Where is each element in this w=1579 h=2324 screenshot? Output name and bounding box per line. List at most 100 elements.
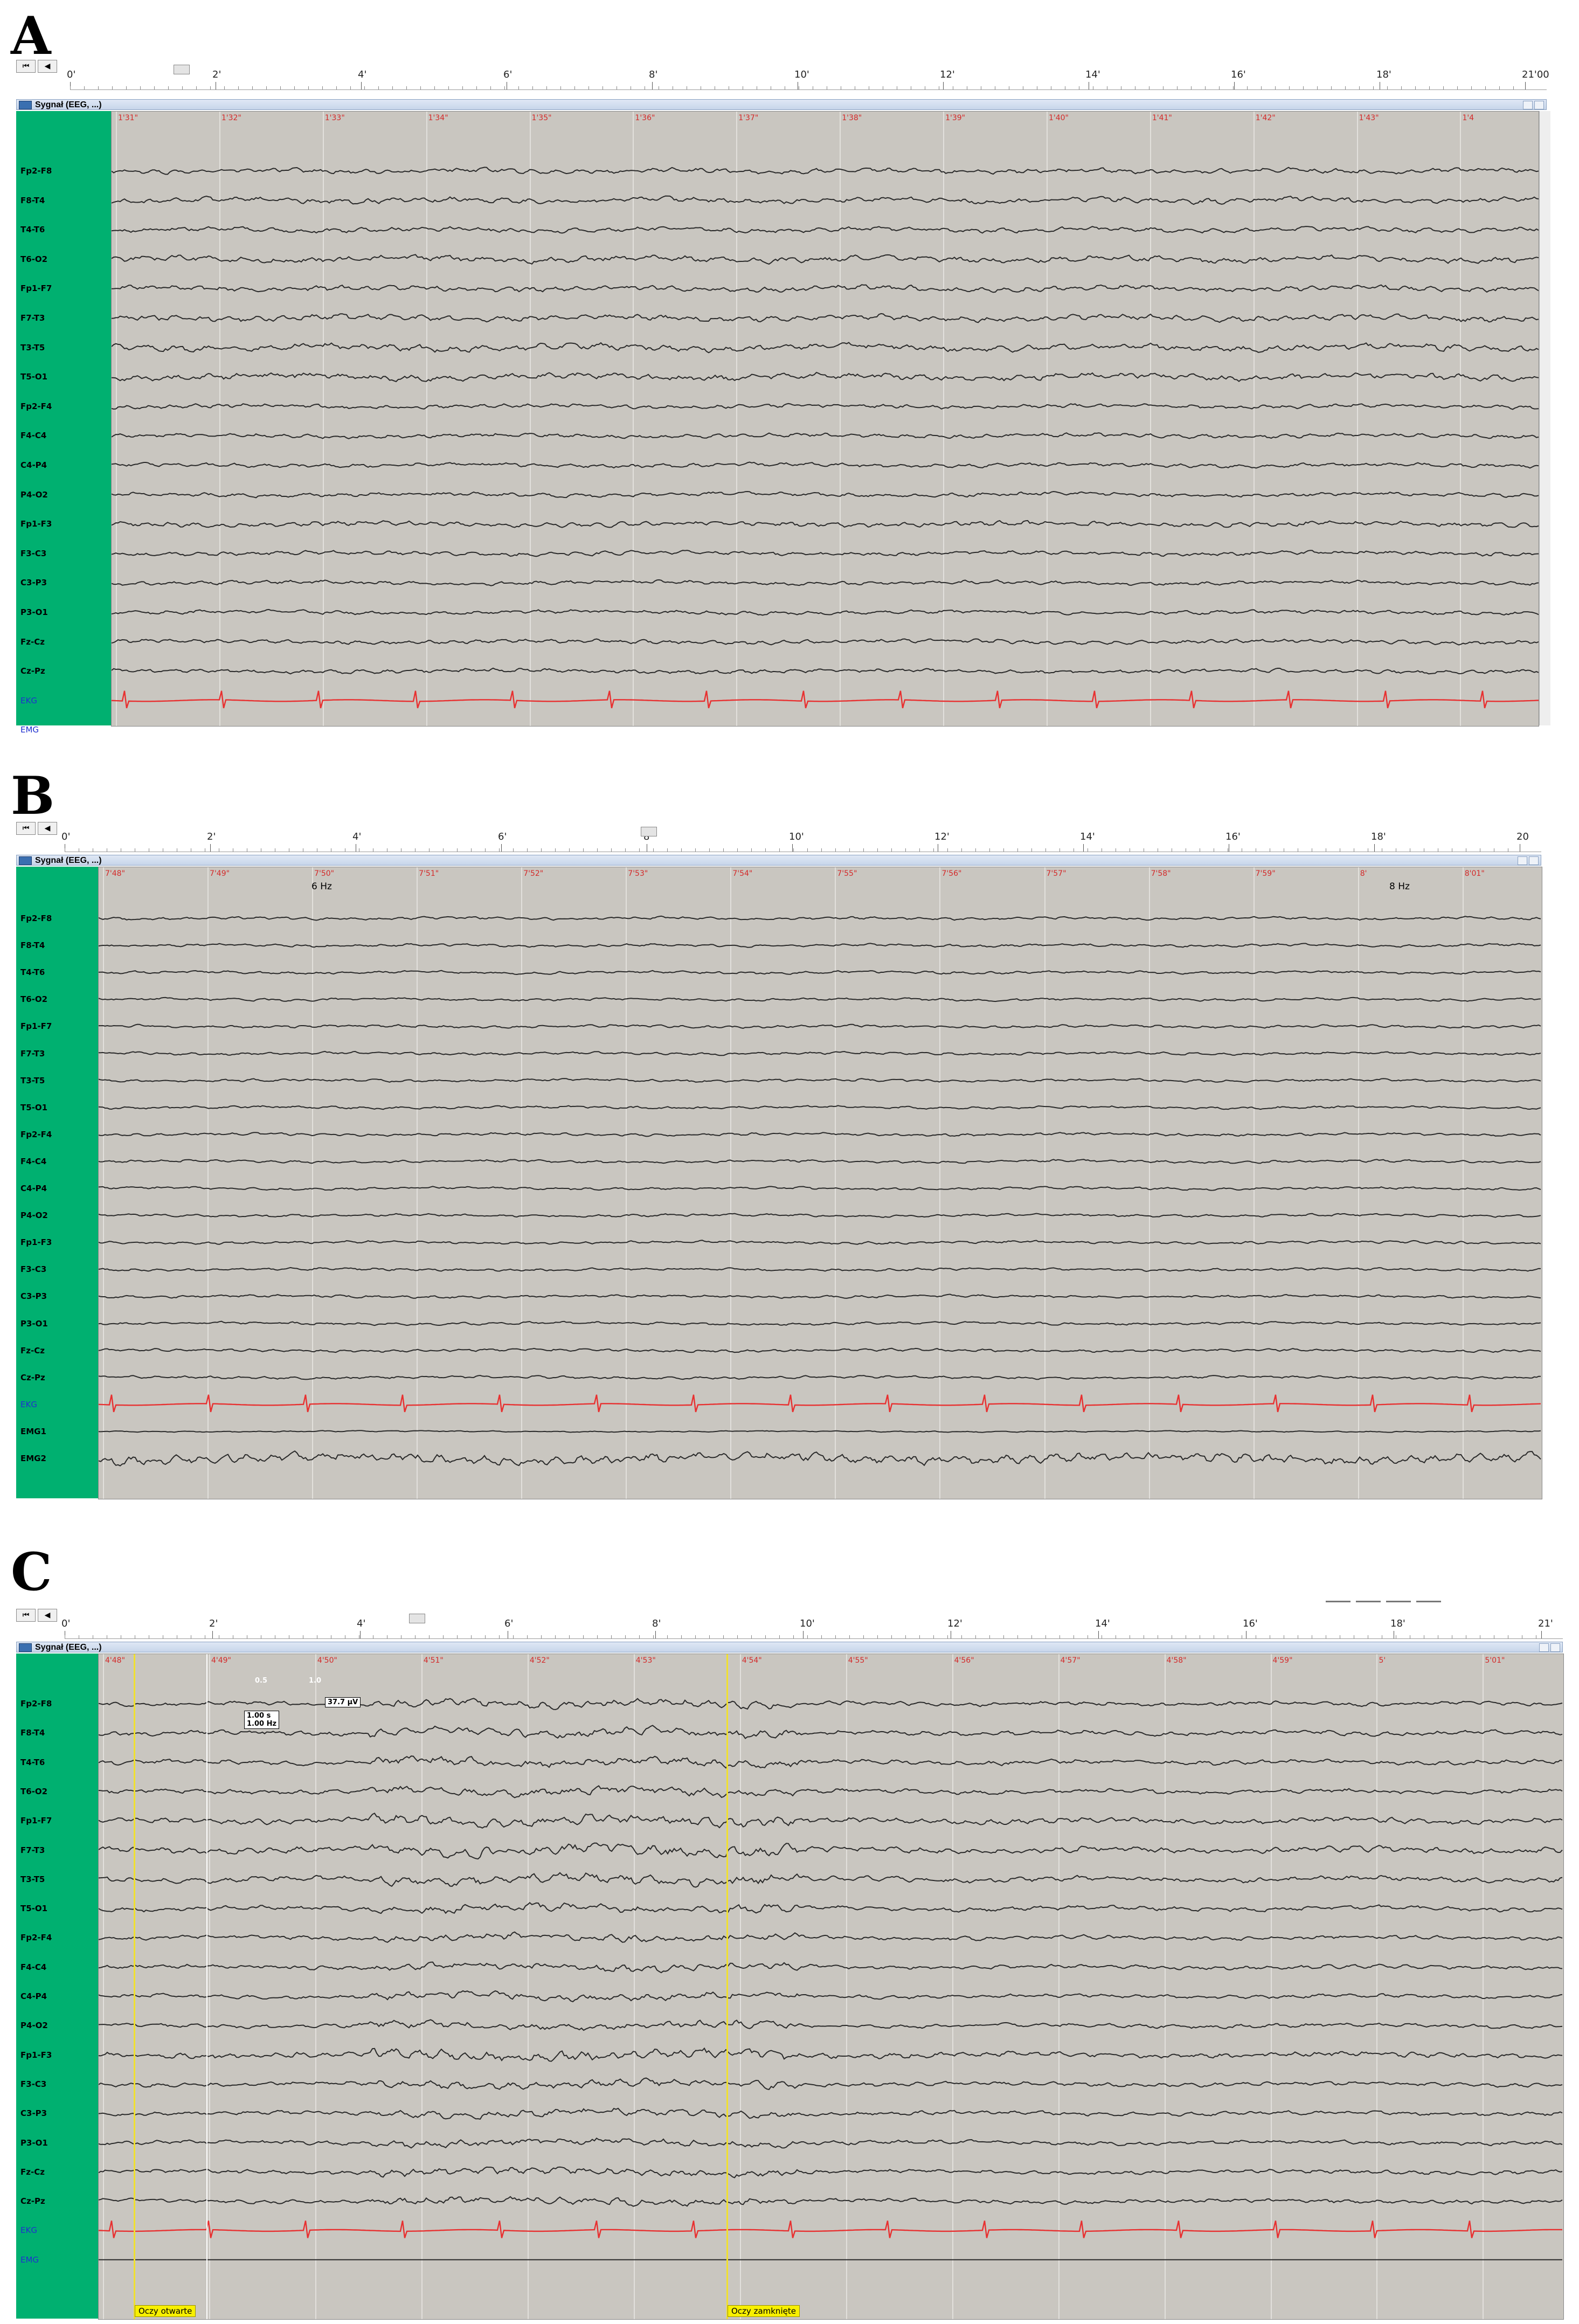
channel-label[interactable]: EKG xyxy=(20,2225,37,2236)
channel-label[interactable]: C4-P4 xyxy=(20,1991,47,2001)
measurement-cursor[interactable] xyxy=(206,1654,207,2319)
channel-label[interactable]: EMG xyxy=(20,2254,39,2265)
channel-label[interactable]: F3-C3 xyxy=(20,1264,47,1275)
channel-label[interactable]: EMG2 xyxy=(20,1454,46,1463)
channel-label[interactable]: Cz-Pz xyxy=(20,2196,45,2207)
ruler-minor-tick xyxy=(168,86,169,89)
channel-label[interactable]: EMG1 xyxy=(20,1426,46,1436)
event-marker-label[interactable]: Oczy otwarte xyxy=(135,2305,196,2317)
channel-label[interactable]: F8-T4 xyxy=(20,1728,45,1738)
channel-label[interactable]: Fp2-F4 xyxy=(20,401,52,411)
channel-label[interactable]: T3-T5 xyxy=(20,342,45,352)
channel-label[interactable]: F7-T3 xyxy=(20,313,45,323)
close-button[interactable] xyxy=(1529,856,1539,865)
minimize-button[interactable] xyxy=(1539,1643,1549,1652)
channel-trace xyxy=(99,1374,1541,1380)
channel-label[interactable]: F3-C3 xyxy=(20,2079,47,2089)
vertical-scrollbar[interactable] xyxy=(1539,111,1550,725)
channel-label[interactable]: F4-C4 xyxy=(20,431,47,441)
channel-label[interactable]: T3-T5 xyxy=(20,1874,45,1884)
eeg-trace-area[interactable]: 4'48" 4'49" 4'50" 4'51" 4'52" 4'53" 4'54" 4'55"… xyxy=(98,1654,1564,2320)
position-slider-thumb[interactable] xyxy=(173,65,190,74)
channel-label[interactable]: P4-O2 xyxy=(20,2021,48,2031)
ruler-label: 10' xyxy=(800,1618,815,1629)
channel-label[interactable]: T6-O2 xyxy=(20,994,48,1005)
channel-label[interactable]: T5-O1 xyxy=(20,1102,48,1112)
channel-label[interactable]: Fz-Cz xyxy=(20,2167,45,2177)
channel-label[interactable]: C4-P4 xyxy=(20,1184,47,1193)
overview-ruler[interactable]: 0' 2' 4' 6' 8' 10' 12' 14' 16' 18' 21' xyxy=(61,1614,1563,1639)
channel-label[interactable]: F4-C4 xyxy=(20,1156,47,1166)
channel-trace xyxy=(99,1050,1541,1056)
channel-label[interactable]: C3-P3 xyxy=(20,1291,47,1302)
position-slider-thumb[interactable] xyxy=(409,1614,426,1623)
ruler-minor-tick xyxy=(266,86,267,89)
channel-label[interactable]: T4-T6 xyxy=(20,1757,45,1767)
channel-label[interactable]: F8-T4 xyxy=(20,940,45,951)
channel-label[interactable]: EKG xyxy=(20,695,37,706)
channel-label[interactable]: C4-P4 xyxy=(20,460,47,470)
event-marker-line[interactable] xyxy=(134,1654,135,2319)
channel-label[interactable]: T6-O2 xyxy=(20,1786,48,1796)
channel-label[interactable]: Fp2-F8 xyxy=(20,166,52,176)
channel-label[interactable]: C3-P3 xyxy=(20,578,47,588)
channel-label[interactable]: Cz-Pz xyxy=(20,666,45,676)
channel-label[interactable]: EMG xyxy=(20,725,39,735)
channel-label[interactable]: Fp2-F8 xyxy=(20,1699,52,1709)
channel-label[interactable]: T5-O1 xyxy=(20,1904,48,1914)
ruler-minor-tick xyxy=(499,848,500,852)
position-slider-thumb[interactable] xyxy=(640,827,657,836)
ruler-minor-tick xyxy=(905,1635,906,1638)
rewind-start-button[interactable]: ⏮ xyxy=(16,822,36,835)
close-button[interactable] xyxy=(1534,101,1544,109)
channel-label[interactable]: Fp2-F8 xyxy=(20,914,52,923)
channel-label[interactable]: F7-T3 xyxy=(20,1845,45,1855)
channel-label[interactable]: C3-P3 xyxy=(20,2108,47,2119)
step-back-button[interactable]: ◀ xyxy=(38,1609,57,1622)
second-gridline xyxy=(939,867,941,1499)
channel-label[interactable]: Fp1-F3 xyxy=(20,2050,52,2060)
close-button[interactable] xyxy=(1550,1643,1560,1652)
channel-label[interactable]: P3-O1 xyxy=(20,1318,48,1329)
rewind-start-button[interactable]: ⏮ xyxy=(16,60,36,73)
channel-label[interactable]: T3-T5 xyxy=(20,1075,45,1085)
minimize-button[interactable] xyxy=(1518,856,1527,865)
channel-label[interactable]: EKG xyxy=(20,1399,37,1409)
channel-label[interactable]: Fp1-F7 xyxy=(20,283,52,294)
frequency-ruler-label: 8 Hz xyxy=(1389,881,1410,892)
channel-label[interactable]: F7-T3 xyxy=(20,1048,45,1059)
step-back-button[interactable]: ◀ xyxy=(38,822,57,835)
channel-label[interactable]: Fp2-F4 xyxy=(20,1933,52,1943)
channel-label[interactable]: T4-T6 xyxy=(20,967,45,978)
channel-label[interactable]: Fz-Cz xyxy=(20,637,45,647)
channel-label[interactable]: Fp1-F3 xyxy=(20,1237,52,1248)
channel-label[interactable]: Fp1-F7 xyxy=(20,1816,52,1826)
channel-label[interactable]: F4-C4 xyxy=(20,1962,47,1972)
step-back-button[interactable]: ◀ xyxy=(38,60,57,73)
channel-label[interactable]: Fp1-F3 xyxy=(20,519,52,529)
rewind-start-button[interactable]: ⏮ xyxy=(16,1609,36,1622)
channel-label[interactable]: T4-T6 xyxy=(20,225,45,235)
channel-label[interactable]: Fz-Cz xyxy=(20,1345,45,1355)
eeg-trace-area[interactable]: 7'48" 7'49" 7'50" 7'51" 7'52" 7'53" 7'54" 7'55"… xyxy=(98,867,1542,1499)
channel-label[interactable]: Fp2-F4 xyxy=(20,1129,52,1139)
channel-label[interactable]: P3-O1 xyxy=(20,2138,48,2148)
channel-label[interactable]: P3-O1 xyxy=(20,607,48,617)
overview-ruler[interactable]: 0' 2' 4' 6' 8' 10' 12' 14' 16' 18' 20 xyxy=(61,827,1541,852)
event-marker-line[interactable] xyxy=(726,1654,728,2319)
ruler-minor-tick xyxy=(821,848,822,852)
channel-label[interactable]: Cz-Pz xyxy=(20,1372,45,1382)
minimize-button[interactable] xyxy=(1523,101,1533,109)
channel-label[interactable]: P4-O2 xyxy=(20,489,48,500)
channel-label[interactable]: F8-T4 xyxy=(20,195,45,205)
channel-label[interactable]: T6-O2 xyxy=(20,254,48,264)
eeg-trace-area[interactable]: 1'31" 1'32" 1'33" 1'34" 1'35" 1'36" 1'37" 1'38"… xyxy=(111,111,1539,727)
ruler-label: 16' xyxy=(1231,69,1246,80)
channel-label[interactable]: Fp1-F7 xyxy=(20,1021,52,1032)
channel-label[interactable]: T5-O1 xyxy=(20,372,48,382)
overview-ruler[interactable]: 0' 2' 4' 6' 8' 10' 12' 14' 16' 18' 21'00 xyxy=(67,65,1549,90)
channel-label[interactable]: P4-O2 xyxy=(20,1211,48,1221)
channel-label[interactable]: F3-C3 xyxy=(20,548,47,558)
event-marker-label[interactable]: Oczy zamknięte xyxy=(728,2305,800,2317)
channel-trace xyxy=(99,1842,1563,1860)
